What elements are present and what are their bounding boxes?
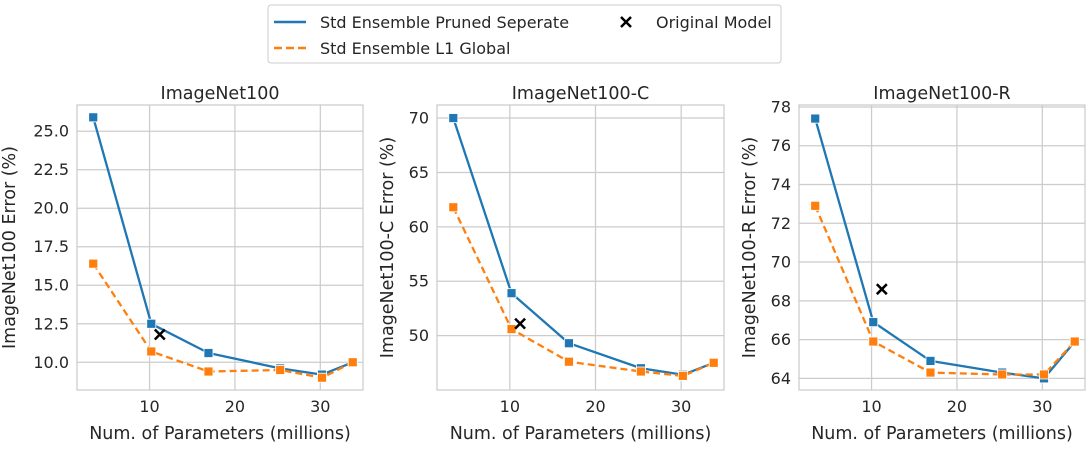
data-point-marker xyxy=(506,288,517,299)
y-tick-label: 70 xyxy=(771,253,791,272)
x-tick-label: 20 xyxy=(947,397,967,416)
series-2 xyxy=(88,258,358,383)
y-tick-label: 65 xyxy=(409,163,429,182)
x-axis-label: Num. of Parameters (millions) xyxy=(450,424,712,444)
data-point-marker xyxy=(88,112,99,123)
series-line xyxy=(452,206,715,378)
x-tick-label: 30 xyxy=(310,397,330,416)
data-point-marker xyxy=(146,318,157,329)
series-3 xyxy=(875,283,888,296)
data-point-marker xyxy=(997,369,1008,380)
x-tick-label: 30 xyxy=(1032,397,1052,416)
data-point-marker xyxy=(868,336,879,347)
series-3 xyxy=(153,328,166,341)
panel-title: ImageNet100-C xyxy=(512,84,649,104)
x-tick-label: 30 xyxy=(671,397,691,416)
x-tick-label: 10 xyxy=(861,397,881,416)
data-point-marker xyxy=(925,367,936,378)
panel-1: 10 20 30 10.0 12.5 15.0 17.5 20.0 22.5 25.0 ImageN… xyxy=(0,84,364,444)
y-tick-label: 25.0 xyxy=(33,122,69,141)
series-2 xyxy=(448,202,719,381)
data-point-marker xyxy=(677,370,688,381)
x-marker-stroke xyxy=(514,317,526,330)
y-tick-label: 74 xyxy=(771,175,791,194)
y-tick-label: 64 xyxy=(771,369,791,388)
data-point-marker xyxy=(708,357,719,368)
data-point-marker xyxy=(203,366,214,377)
data-point-marker xyxy=(1069,336,1080,347)
y-tick-label: 12.5 xyxy=(33,314,69,333)
y-tick-label: 22.5 xyxy=(33,160,69,179)
series-line xyxy=(92,116,354,376)
x-tick-label: 10 xyxy=(139,397,159,416)
legend-label-original-model: Original Model xyxy=(656,13,772,32)
data-point-marker xyxy=(635,366,646,377)
y-tick-label: 15.0 xyxy=(33,276,69,295)
panel-2: 10 20 30 50 55 60 65 70 ImageNet100-C Num. of Par… xyxy=(378,84,725,444)
data-point-marker xyxy=(146,346,157,357)
data-point-marker xyxy=(347,357,358,368)
y-tick-label: 78 xyxy=(771,97,791,116)
panel-3: 10 20 30 64 66 68 70 72 74 76 78 ImageNet100-R Num. … xyxy=(740,84,1086,444)
y-tick-label: 17.5 xyxy=(33,237,69,256)
data-point-marker xyxy=(810,113,821,124)
data-point-marker xyxy=(506,324,517,334)
x-marker-stroke xyxy=(153,328,166,341)
plot-area xyxy=(436,104,725,391)
y-tick-label: 60 xyxy=(409,217,429,236)
y-tick-label: 50 xyxy=(409,326,429,345)
y-tick-label: 20.0 xyxy=(33,199,69,218)
series-3 xyxy=(514,317,526,330)
y-axis-label: ImageNet100-R Error (%) xyxy=(740,137,760,358)
series-line xyxy=(92,263,354,379)
data-point-marker xyxy=(564,356,574,367)
x-axis-label: Num. of Parameters (millions) xyxy=(89,424,351,444)
original-model-x-marker xyxy=(153,328,166,341)
original-model-x-marker xyxy=(514,317,526,330)
data-point-marker xyxy=(317,372,327,383)
y-tick-label: 76 xyxy=(771,136,791,155)
data-point-marker xyxy=(88,258,99,269)
data-point-marker xyxy=(448,113,459,123)
legend-label-l1-global: Std Ensemble L1 Global xyxy=(320,39,510,58)
y-axis-label: ImageNet100 Error (%) xyxy=(0,146,20,349)
y-tick-label: 72 xyxy=(771,214,791,233)
data-point-marker xyxy=(810,200,821,211)
legend-x-marker-icon xyxy=(620,16,632,28)
legend-frame xyxy=(267,4,782,64)
series-line xyxy=(814,205,1076,376)
data-point-marker xyxy=(925,356,936,366)
plot-area xyxy=(798,104,1086,391)
legend-label-pruned-separate: Std Ensemble Pruned Seperate xyxy=(320,13,569,32)
data-point-marker xyxy=(275,365,286,375)
y-tick-label: 10.0 xyxy=(33,353,69,372)
y-tick-label: 68 xyxy=(771,291,791,310)
legend: Std Ensemble Pruned Seperate Std Ensembl… xyxy=(267,4,782,64)
data-point-marker xyxy=(1039,369,1049,380)
data-point-marker xyxy=(203,348,214,358)
panel-title: ImageNet100 xyxy=(161,84,280,104)
x-marker-stroke xyxy=(875,283,888,296)
plot-area xyxy=(76,104,364,391)
x-axis-label: Num. of Parameters (millions) xyxy=(811,424,1073,444)
original-model-x-marker xyxy=(875,283,888,296)
panel-title: ImageNet100-R xyxy=(873,84,1010,104)
y-axis-label: ImageNet100-C Error (%) xyxy=(378,137,398,359)
y-tick-label: 55 xyxy=(409,272,429,291)
x-tick-label: 20 xyxy=(225,397,245,416)
data-point-marker xyxy=(564,338,574,349)
y-tick-label: 70 xyxy=(409,109,429,128)
x-tick-label: 10 xyxy=(500,397,520,416)
data-point-marker xyxy=(868,317,879,328)
series-line xyxy=(814,118,1076,380)
x-tick-label: 20 xyxy=(585,397,605,416)
y-tick-label: 66 xyxy=(771,330,791,349)
series-2 xyxy=(810,200,1080,380)
chart-panels: 10 20 30 10.0 12.5 15.0 17.5 20.0 22.5 25.0 ImageN… xyxy=(0,84,1086,444)
data-point-marker xyxy=(448,202,459,213)
